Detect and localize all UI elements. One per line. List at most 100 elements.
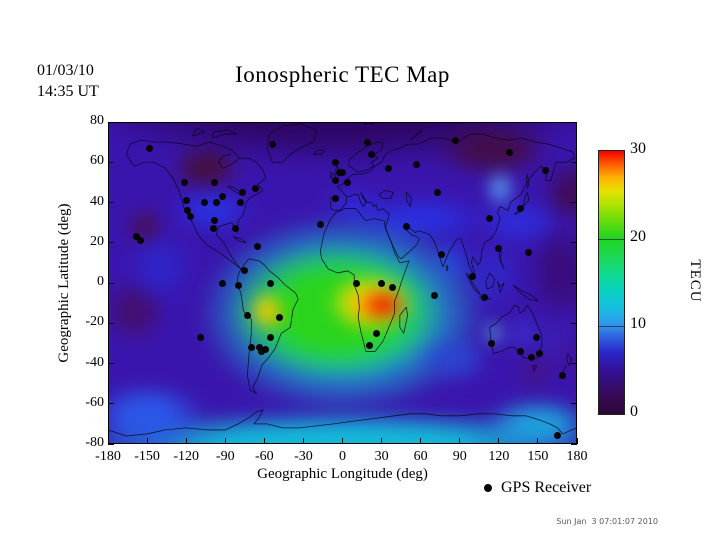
gps-receiver-dot (316, 221, 324, 229)
gps-receiver-dot (372, 329, 380, 337)
gps-receiver-dot (332, 194, 340, 202)
gps-receiver-dot (559, 372, 567, 380)
gps-receiver-dot (517, 205, 525, 213)
page-title: Ionospheric TEC Map (235, 62, 450, 87)
gps-receiver-dot (196, 333, 204, 341)
colorbar-tick-label: 20 (630, 227, 646, 245)
gps-receiver-dot (267, 279, 275, 287)
colorbar-unit-label: TECU (687, 259, 703, 303)
gps-receiver-dot (200, 199, 208, 206)
gps-receiver-dot (367, 150, 375, 158)
x-tick-label: -30 (294, 449, 313, 464)
plot-timestamp: Sun Jan 3 07:01:07 2010 (556, 517, 658, 526)
y-tick-label: -20 (85, 314, 104, 330)
gps-receiver-dot (533, 333, 541, 341)
tec-region (369, 296, 394, 315)
epoch-block: 01/03/10 14:35 UT (37, 60, 99, 102)
gps-receiver-dot (438, 251, 445, 259)
gps-receiver-dot (452, 136, 460, 144)
coastline-australia (490, 305, 542, 371)
coastline-iceland (314, 150, 324, 154)
gps-receiver-dot (210, 225, 218, 233)
gps-receiver-dot (517, 347, 525, 355)
y-tick-label: -60 (85, 394, 104, 410)
y-tick-label: 0 (97, 274, 104, 289)
gps-receiver-dot (238, 188, 246, 196)
gps-receiver-dot (146, 144, 154, 152)
gps-receiver-dot (258, 347, 266, 355)
gps-receiver-dot (363, 138, 371, 146)
gps-receiver-dot (254, 243, 262, 251)
map-plot-area (107, 121, 578, 445)
gps-receiver-dot (469, 273, 477, 281)
x-tick-label: 150 (527, 449, 549, 464)
gps-receiver-dot (366, 341, 374, 349)
gps-receiver-dot (487, 339, 495, 347)
y-tick-label: 80 (90, 113, 104, 128)
tec-region (483, 397, 577, 444)
gps-receiver-dot (276, 313, 284, 321)
x-tick-label: 120 (488, 449, 510, 464)
gps-receiver-dot (219, 192, 227, 200)
gps-legend-label: GPS Receiver (501, 479, 592, 496)
coastline-eurasia (331, 134, 575, 275)
gps-receiver-dot (247, 343, 255, 351)
y-tick-label: -80 (85, 435, 104, 450)
coastline-black-sea (379, 190, 393, 198)
gps-receiver-dot (525, 249, 533, 257)
gps-receiver-marker-icon (484, 484, 492, 492)
gps-receiver-dot (535, 349, 543, 357)
gps-receiver-dot (212, 199, 220, 206)
gps-receiver-dot (133, 233, 141, 241)
gps-receiver-dot (267, 333, 275, 341)
colorbar-tick-label: 30 (630, 140, 646, 157)
gps-receiver-layer (108, 122, 577, 444)
x-tick-label: 180 (566, 449, 588, 464)
gps-receiver-dot (527, 353, 535, 361)
x-tick-label: -120 (173, 449, 199, 464)
y-tick-label: -40 (85, 354, 104, 370)
gps-receiver-dot (388, 283, 396, 291)
gps-receiver-dot (542, 166, 550, 174)
y-tick-label: 60 (90, 153, 104, 169)
gps-receiver-dot (481, 293, 488, 301)
tec-region (504, 313, 541, 354)
gps-receiver-dot (332, 176, 340, 184)
gps-receiver-dot (183, 207, 191, 215)
gps-receiver-dot (384, 164, 392, 172)
y-tick-label: 20 (90, 233, 104, 249)
gps-receiver-dot (219, 279, 227, 287)
x-tick-label: -150 (134, 449, 160, 464)
tec-colorbar (598, 150, 625, 415)
gps-receiver-dot (255, 343, 263, 351)
gps-receiver-dot (234, 281, 242, 289)
coastline-antarctica (108, 410, 577, 436)
epoch-date: 01/03/10 (37, 62, 94, 79)
gps-receiver-dot (241, 267, 249, 275)
gps-receiver-dot (402, 223, 410, 231)
gps-receiver-dot (137, 237, 145, 245)
gps-receiver-dot (211, 178, 219, 186)
gps-receiver-dot (332, 158, 340, 166)
coastline-japan (514, 174, 528, 214)
x-tick-label: -180 (95, 449, 121, 464)
gps-receiver-dot (237, 199, 245, 206)
gps-receiver-dot (413, 160, 421, 168)
tec-region (432, 122, 553, 179)
gps-receiver-dot (353, 279, 361, 287)
coastline-greenland (267, 124, 317, 162)
coastline-arctic-islands (193, 122, 422, 140)
gps-receiver-dot (486, 215, 494, 223)
gps-receiver-dot (186, 213, 194, 221)
y-tick-label: 40 (90, 193, 104, 209)
gps-receiver-dot (495, 245, 503, 253)
gps-legend: GPS Receiver (484, 479, 591, 497)
gps-receiver-dot (243, 311, 251, 319)
coastline-caspian-sea (406, 192, 411, 206)
gps-receiver-dot (339, 168, 346, 176)
coastline-hudson-bay (219, 154, 240, 168)
gps-receiver-dot (251, 184, 259, 192)
coastline-madagascar (400, 307, 408, 333)
x-tick-label: 0 (339, 449, 346, 464)
